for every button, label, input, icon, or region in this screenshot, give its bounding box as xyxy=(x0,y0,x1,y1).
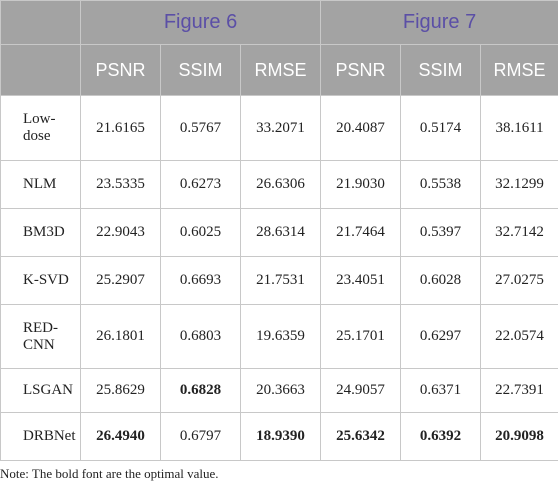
column-header: SSIM xyxy=(400,44,482,96)
metric-value: 21.6165 xyxy=(80,95,161,161)
metric-value: 28.6314 xyxy=(239,208,322,257)
column-header: PSNR xyxy=(80,44,161,96)
metric-value: 21.7531 xyxy=(239,256,322,305)
metric-value: 25.1701 xyxy=(320,304,402,369)
table-row: Low-dose 21.6165 0.5767 33.2071 20.4087 0.517… xyxy=(0,95,558,161)
metric-value: 0.6693 xyxy=(160,256,241,305)
metric-value: 19.6359 xyxy=(239,304,322,369)
column-header: RMSE xyxy=(239,44,322,96)
metric-value: 32.7142 xyxy=(480,208,558,257)
metric-value: 20.9098 xyxy=(480,412,558,461)
metric-value: 18.9390 xyxy=(239,412,322,461)
metric-value: 0.6392 xyxy=(400,412,482,461)
method-name: DRBNet xyxy=(0,412,81,461)
table-row: LSGAN 25.8629 0.6828 20.3663 24.9057 0.6371 22… xyxy=(0,368,558,413)
metric-value: 0.6273 xyxy=(160,160,241,209)
metric-value: 25.2907 xyxy=(80,256,161,305)
metric-value: 38.1611 xyxy=(480,95,558,161)
metric-value: 0.6371 xyxy=(400,368,482,413)
metric-value: 22.0574 xyxy=(480,304,558,369)
results-table: Figure 6 Figure 7 PSNR SSIM RMSE PSNR SSIM RM… xyxy=(0,0,558,461)
column-header: PSNR xyxy=(320,44,402,96)
metric-value: 0.5767 xyxy=(160,95,241,161)
corner-cell xyxy=(0,0,81,45)
corner-cell xyxy=(0,44,81,96)
metric-value: 0.6025 xyxy=(160,208,241,257)
metric-value: 0.6803 xyxy=(160,304,241,369)
metric-value: 21.7464 xyxy=(320,208,402,257)
method-name: BM3D xyxy=(0,208,81,257)
group-header: Figure 7 xyxy=(320,0,558,45)
metric-value: 26.6306 xyxy=(239,160,322,209)
metric-value: 32.1299 xyxy=(480,160,558,209)
table-row: RED-CNN 26.1801 0.6803 19.6359 25.1701 0.6297… xyxy=(0,304,558,369)
metric-value: 23.4051 xyxy=(320,256,402,305)
metric-value: 27.0275 xyxy=(480,256,558,305)
table-note: Note: The bold font are the optimal valu… xyxy=(0,466,219,481)
metric-value: 21.9030 xyxy=(320,160,402,209)
group-header: Figure 6 xyxy=(79,0,322,45)
method-name: NLM xyxy=(0,160,81,209)
table-row: NLM 23.5335 0.6273 26.6306 21.9030 0.5538 32.1… xyxy=(0,160,558,209)
metric-value: 0.6297 xyxy=(400,304,482,369)
column-header: SSIM xyxy=(160,44,241,96)
table-row: DRBNet 26.4940 0.6797 18.9390 25.6342 0.6392 2… xyxy=(0,412,558,461)
metric-value: 0.5397 xyxy=(400,208,482,257)
metric-value: 26.4940 xyxy=(80,412,161,461)
metric-value: 26.1801 xyxy=(80,304,161,369)
metric-value: 0.5538 xyxy=(400,160,482,209)
metric-value: 0.6028 xyxy=(400,256,482,305)
metric-value: 0.6828 xyxy=(160,368,241,413)
metric-value: 22.7391 xyxy=(480,368,558,413)
method-name: LSGAN xyxy=(0,368,81,413)
metric-value: 25.6342 xyxy=(320,412,402,461)
metric-value: 22.9043 xyxy=(80,208,161,257)
metric-value: 0.6797 xyxy=(160,412,241,461)
table-row: K-SVD 25.2907 0.6693 21.7531 23.4051 0.6028 27… xyxy=(0,256,558,305)
metric-value: 33.2071 xyxy=(239,95,322,161)
method-name: RED-CNN xyxy=(0,304,81,369)
method-name: Low-dose xyxy=(0,95,81,161)
method-name: K-SVD xyxy=(0,256,81,305)
metric-value: 24.9057 xyxy=(320,368,402,413)
metric-value: 0.5174 xyxy=(400,95,482,161)
metric-value: 23.5335 xyxy=(80,160,161,209)
metric-value: 20.4087 xyxy=(320,95,402,161)
metric-value: 20.3663 xyxy=(239,368,322,413)
column-header: RMSE xyxy=(480,44,558,96)
table-row: BM3D 22.9043 0.6025 28.6314 21.7464 0.5397 32.… xyxy=(0,208,558,257)
metric-value: 25.8629 xyxy=(80,368,161,413)
